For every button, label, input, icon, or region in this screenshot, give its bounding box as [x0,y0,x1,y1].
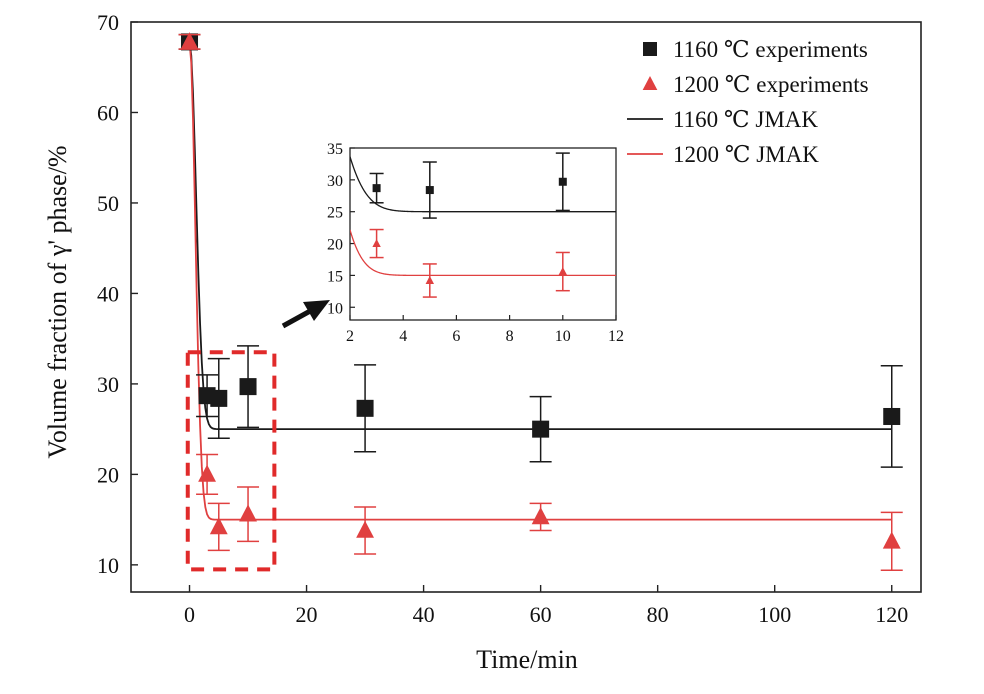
x-tick-label: 100 [758,602,791,627]
y-tick-label: 40 [97,281,119,306]
zoom-arrow-head [303,300,330,321]
y-axis-title: Volume fraction of γ' phase/% [43,145,72,458]
legend-marker-swatch [643,42,657,56]
legend-label: 1200 ℃ experiments [673,72,869,97]
inset-y-tick-label: 10 [327,300,343,317]
data-point-1200 [531,507,550,525]
main-axis-ticks: 0 20 40 60 80 100 120 10 20 30 40 50 60 70 [97,10,908,627]
data-point-1200 [239,504,257,522]
legend-label: 1160 ℃ experiments [673,37,868,62]
x-tick-label: 60 [530,602,552,627]
inset-y-tick-label: 35 [327,141,343,158]
inset-data-point-1160 [558,177,567,186]
data-point-1160 [883,407,901,425]
zoom-arrow-shaft [281,307,314,329]
x-tick-label: 80 [647,602,669,627]
inset-data-point-1200 [558,266,567,276]
data-point-1200 [180,32,199,50]
inset-y-tick-label: 30 [327,173,343,190]
data-point-1200 [882,531,901,549]
x-axis-title: Time/min [476,645,578,674]
inset-series-line-1200 [350,229,616,277]
data-point-1160 [532,420,550,438]
inset-y-tick-label: 15 [327,268,343,285]
y-tick-label: 70 [97,10,119,35]
inset-data-point-1200 [372,238,381,248]
data-point-1200 [209,517,228,535]
inset-x-tick-label: 6 [452,328,460,345]
inset-data-point-1160 [372,184,381,193]
x-tick-label: 120 [875,602,908,627]
x-tick-label: 0 [184,602,195,627]
inset-data-point-1160 [425,186,434,195]
x-tick-label: 20 [296,602,318,627]
legend-label: 1200 ℃ JMAK [673,142,819,167]
data-point-1160 [210,389,228,407]
y-tick-label: 10 [97,553,119,578]
main-plot-border [130,21,922,593]
data-point-1160 [239,378,257,396]
y-tick-label: 20 [97,462,119,487]
data-point-1200 [198,464,216,482]
inset-x-tick-label: 10 [555,328,571,345]
inset-x-tick-label: 12 [608,328,624,345]
inset-data-point-1200 [425,275,434,284]
legend: 1160 ℃ experiments 1200 ℃ experiments 1160… [627,37,869,167]
zoom-indicator [185,300,330,572]
main-data-layer [178,32,903,572]
inset-series-line-1160 [350,156,616,213]
main-plot-frame [130,21,922,593]
x-tick-label: 40 [413,602,435,627]
y-tick-label: 30 [97,372,119,397]
data-point-1160 [356,399,374,417]
legend-marker-swatch [642,75,658,91]
inset-data-layer [350,152,616,298]
inset-x-tick-label: 2 [346,328,354,345]
inset-x-tick-label: 8 [506,328,514,345]
inset-plot: 2 4 6 8 10 12 10 15 20 25 30 35 [327,141,624,345]
inset-x-tick-label: 4 [399,328,407,345]
inset-border [349,147,617,321]
legend-label: 1160 ℃ JMAK [673,107,818,132]
y-tick-label: 60 [97,100,119,125]
inset-y-tick-label: 25 [327,205,343,222]
y-tick-label: 50 [97,191,119,216]
inset-y-tick-label: 20 [327,237,343,254]
data-point-1200 [356,520,374,538]
